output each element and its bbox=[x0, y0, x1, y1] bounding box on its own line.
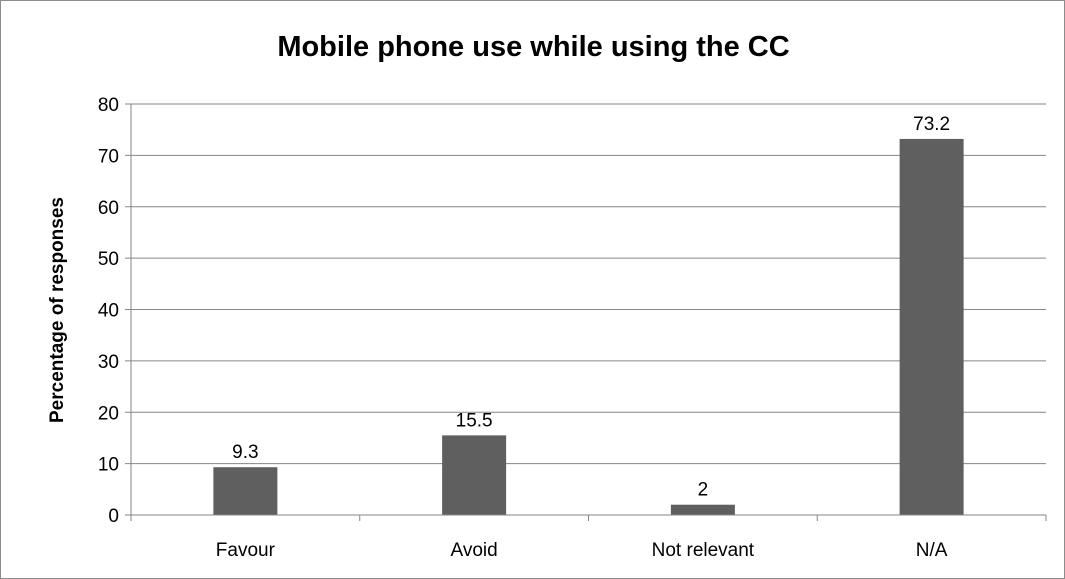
y-tick-label: 70 bbox=[98, 146, 119, 167]
x-category-label: Favour bbox=[216, 540, 276, 561]
y-tick-label: 40 bbox=[98, 301, 119, 322]
bar bbox=[442, 435, 507, 515]
x-category-label: Avoid bbox=[451, 540, 498, 561]
data-label: 73.2 bbox=[913, 114, 950, 135]
x-category-label: Not relevant bbox=[652, 540, 755, 561]
y-tick-label: 20 bbox=[98, 403, 119, 424]
chart-title: Mobile phone use while using the CC bbox=[277, 31, 790, 63]
y-tick-label: 80 bbox=[98, 95, 119, 116]
y-tick-label: 0 bbox=[108, 506, 119, 527]
bar bbox=[213, 467, 278, 515]
y-tick-label: 30 bbox=[98, 352, 119, 373]
bars bbox=[213, 138, 964, 515]
y-tick-label: 50 bbox=[98, 249, 119, 270]
y-tick-label: 10 bbox=[98, 455, 119, 476]
data-label: 15.5 bbox=[456, 410, 493, 431]
axes bbox=[125, 103, 1047, 521]
data-label: 2 bbox=[698, 480, 709, 501]
bar bbox=[899, 138, 964, 515]
y-tick-label: 60 bbox=[98, 198, 119, 219]
data-label: 9.3 bbox=[232, 442, 258, 463]
labels: 0 10 20 30 40 50 60 70 80 9.3 Favour 15.5 Avoid 2 Not … bbox=[98, 95, 950, 561]
bar bbox=[670, 504, 735, 515]
x-category-label: N/A bbox=[916, 540, 948, 561]
gridlines bbox=[131, 103, 1046, 465]
